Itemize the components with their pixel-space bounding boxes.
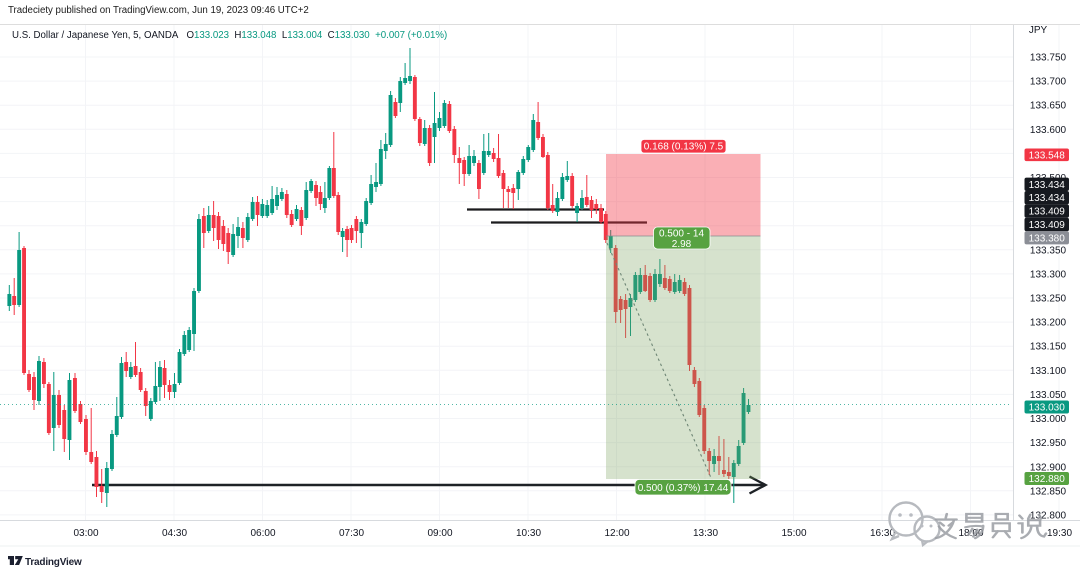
svg-text:133.000: 133.000 <box>1030 414 1067 425</box>
svg-text:13:30: 13:30 <box>693 528 718 539</box>
svg-text:133.250: 133.250 <box>1030 294 1067 305</box>
svg-text:15:00: 15:00 <box>781 528 806 539</box>
svg-text:04:30: 04:30 <box>162 528 187 539</box>
svg-text:133.650: 133.650 <box>1030 101 1067 112</box>
svg-text:133.409: 133.409 <box>1029 207 1066 218</box>
svg-text:JPY: JPY <box>1029 25 1048 36</box>
svg-text:10:30: 10:30 <box>516 528 541 539</box>
svg-text:133.434: 133.434 <box>1029 193 1066 204</box>
svg-text:TradingView: TradingView <box>25 557 82 568</box>
svg-text:12:00: 12:00 <box>604 528 629 539</box>
svg-text:2.98: 2.98 <box>672 239 692 250</box>
svg-text:19:30: 19:30 <box>1047 528 1072 539</box>
svg-text:03:00: 03:00 <box>73 528 98 539</box>
svg-text:133.200: 133.200 <box>1030 318 1067 329</box>
svg-text:133.434: 133.434 <box>1029 180 1066 191</box>
svg-text:133.700: 133.700 <box>1030 77 1067 88</box>
svg-text:132.900: 132.900 <box>1030 462 1067 473</box>
svg-text:0.500 - 14: 0.500 - 14 <box>659 228 704 239</box>
svg-text:16:30: 16:30 <box>870 528 895 539</box>
svg-text:06:00: 06:00 <box>250 528 275 539</box>
svg-text:0.168 (0.13%) 7.5: 0.168 (0.13%) 7.5 <box>644 142 724 153</box>
svg-text:133.350: 133.350 <box>1030 245 1067 256</box>
svg-text:133.409: 133.409 <box>1029 220 1066 231</box>
svg-text:07:30: 07:30 <box>339 528 364 539</box>
svg-text:133.030: 133.030 <box>1029 403 1066 414</box>
svg-text:133.750: 133.750 <box>1030 53 1067 64</box>
svg-text:09:00: 09:00 <box>427 528 452 539</box>
svg-text:132.880: 132.880 <box>1029 474 1066 485</box>
svg-text:133.380: 133.380 <box>1029 233 1066 244</box>
svg-text:133.100: 133.100 <box>1030 366 1067 377</box>
svg-text:132.950: 132.950 <box>1030 438 1067 449</box>
svg-text:0.500 (0.37%) 17.44: 0.500 (0.37%) 17.44 <box>638 483 729 494</box>
svg-text:133.300: 133.300 <box>1030 269 1067 280</box>
svg-text:133.600: 133.600 <box>1030 125 1067 136</box>
svg-text:133.548: 133.548 <box>1029 150 1066 161</box>
svg-text:133.150: 133.150 <box>1030 342 1067 353</box>
svg-text:18:00: 18:00 <box>958 528 983 539</box>
svg-text:132.850: 132.850 <box>1030 486 1067 497</box>
svg-text:132.800: 132.800 <box>1030 511 1067 522</box>
svg-text:133.050: 133.050 <box>1030 390 1067 401</box>
